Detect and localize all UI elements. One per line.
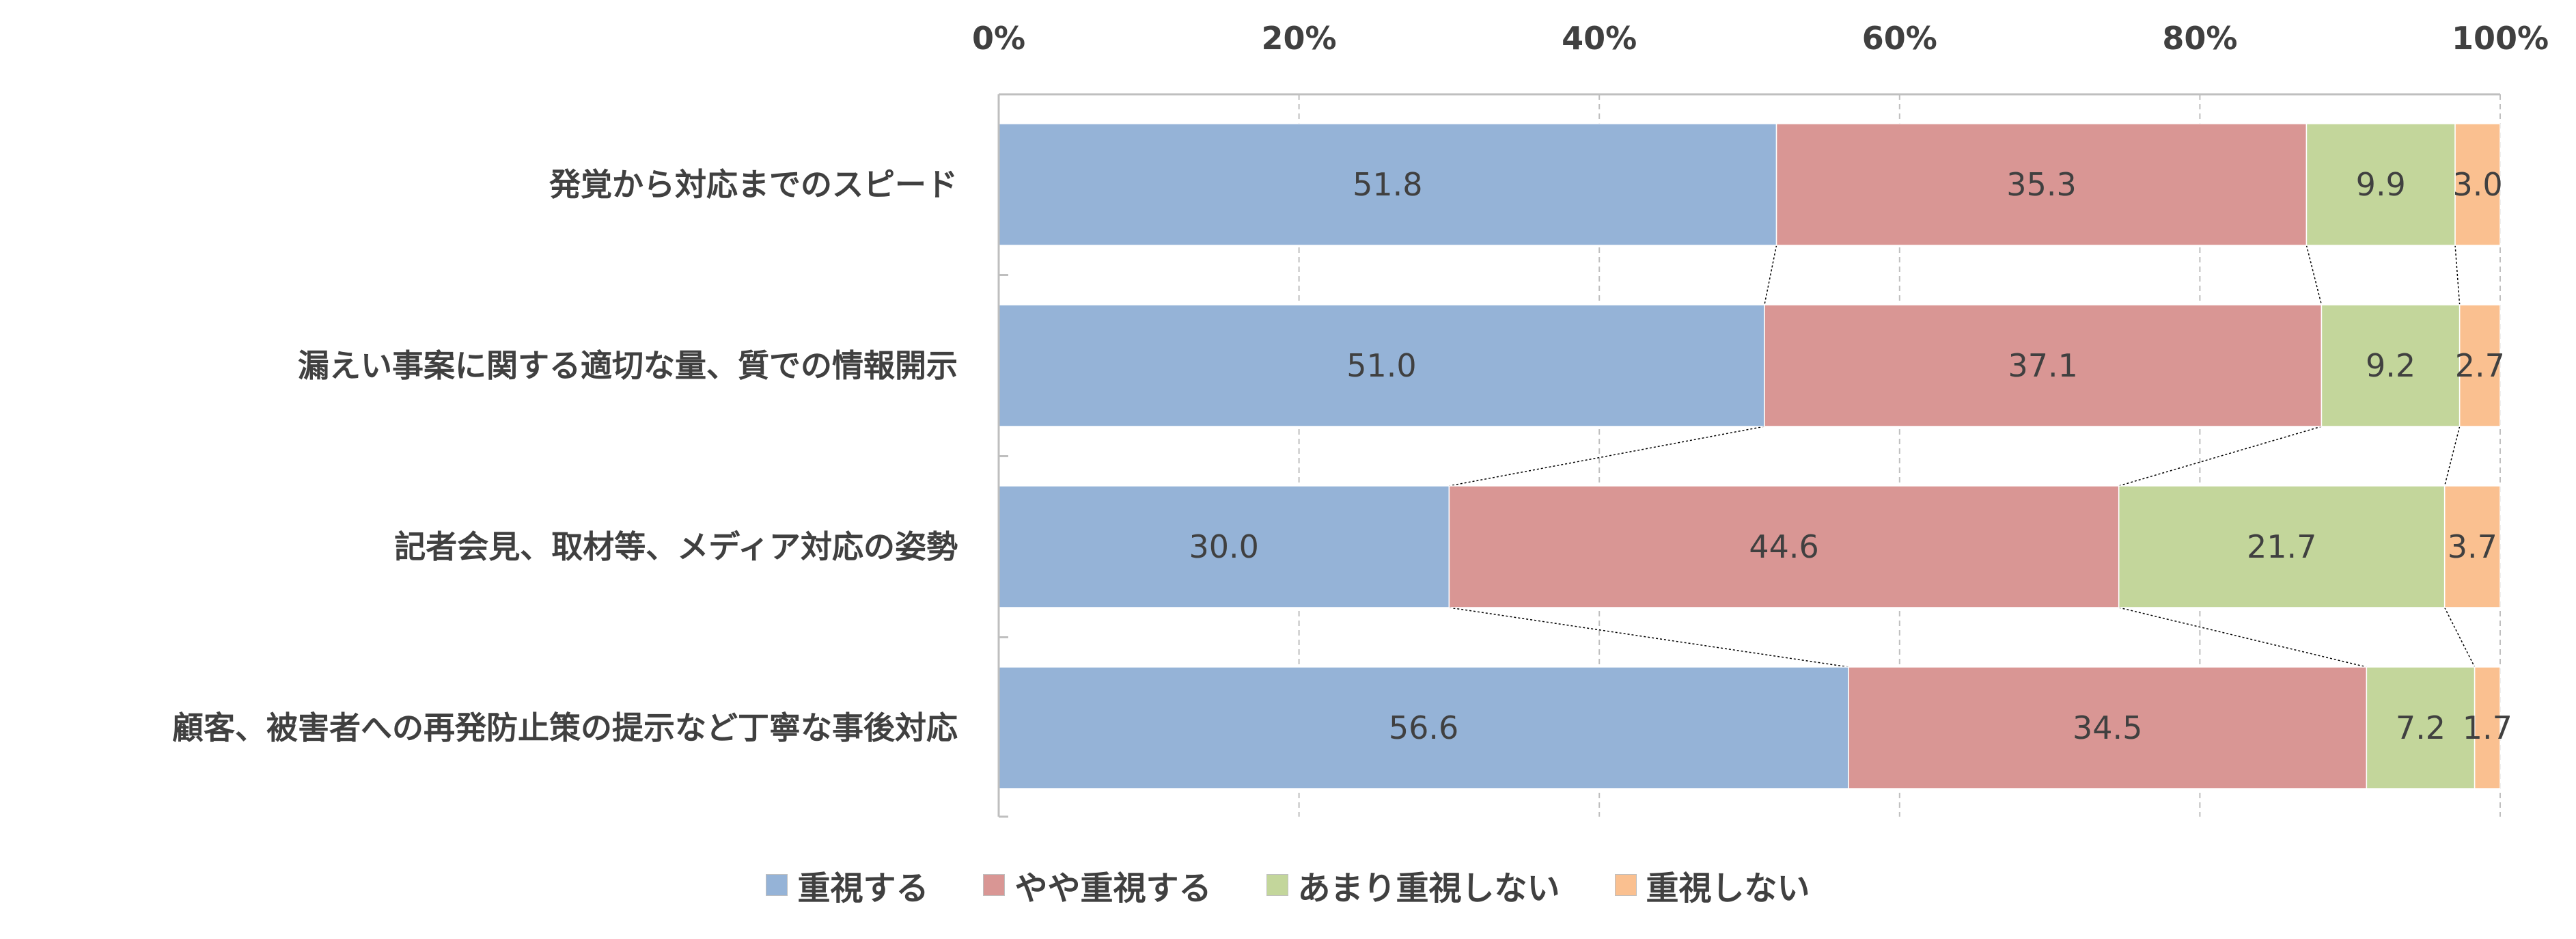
x-tick-label: 80%: [2162, 20, 2237, 57]
bar-segment: [998, 666, 1849, 789]
x-tick-label: 40%: [1562, 20, 1637, 57]
axes: 0% 20% 40% 60% 80% 100% 発覚から対応までのスピード漏えい事案に関する…: [172, 20, 2549, 818]
bar-segment: [2459, 304, 2501, 427]
bar-segment: [2454, 123, 2501, 246]
category-label: 発覚から対応までのスピード: [549, 166, 958, 203]
data-label: 1.7: [2463, 709, 2512, 746]
bar-segment: [998, 304, 1765, 427]
bar-segment: [1775, 123, 2308, 246]
bar-segment: [2118, 485, 2446, 608]
series-line: [1764, 245, 1777, 305]
data-label: 2.7: [2455, 347, 2505, 384]
bar-segment: [1848, 666, 2368, 789]
bars: [998, 123, 2501, 789]
x-tick-label: 60%: [1862, 20, 1937, 57]
series-line: [2443, 426, 2461, 487]
data-label: 34.5: [2073, 709, 2142, 746]
legend-swatch: [766, 874, 788, 896]
series-line: [2444, 607, 2476, 668]
data-label: 51.0: [1346, 347, 1416, 384]
category-label: 記者会見、取材等、メディア対応の姿勢: [394, 528, 958, 565]
legend-label: 重視しない: [1646, 869, 1810, 908]
series-line: [2118, 426, 2322, 487]
data-label: 35.3: [2006, 166, 2076, 203]
series-lines: [1449, 245, 2476, 668]
legend: 重視する やや重視する あまり重視しない 重視しない: [0, 858, 2576, 912]
data-label: 21.7: [2247, 528, 2316, 565]
bar-segment: [2305, 123, 2456, 246]
legend-swatch: [1266, 874, 1288, 896]
data-labels: 51.8 35.3 9.9 3.0 51.0 37.1 9.2 2.7 30.0 44.6 21.7…: [1189, 166, 2512, 746]
bar-segment: [2474, 666, 2501, 789]
series-line: [1449, 607, 1849, 668]
data-label: 30.0: [1189, 528, 1258, 565]
legend-item: 重視する: [766, 861, 928, 909]
data-label: 9.2: [2366, 347, 2415, 384]
series-line: [2305, 245, 2323, 305]
data-label: 56.6: [1389, 709, 1458, 746]
legend-label: あまり重視しない: [1297, 869, 1560, 908]
data-label: 3.0: [2452, 166, 2502, 203]
legend-label: 重視する: [797, 869, 929, 908]
bar-segment: [1448, 485, 2120, 608]
data-label: 51.8: [1353, 166, 1422, 203]
data-label: 3.7: [2448, 528, 2497, 565]
data-label: 44.6: [1749, 528, 1818, 565]
legend-item: やや重視する: [983, 861, 1212, 909]
data-label: 37.1: [2008, 347, 2077, 384]
x-tick-label: 20%: [1262, 20, 1337, 57]
series-line: [1449, 426, 1765, 487]
legend-swatch: [1614, 874, 1637, 896]
series-line: [2118, 607, 2367, 668]
data-label: 7.2: [2396, 709, 2446, 746]
bar-segment: [2321, 304, 2461, 427]
legend-item: 重視しない: [1614, 861, 1810, 909]
bar-segment: [2443, 485, 2501, 608]
data-label: 9.9: [2356, 166, 2406, 203]
legend-item: あまり重視しない: [1266, 861, 1560, 909]
bar-segment: [998, 123, 1777, 246]
legend-swatch: [983, 874, 1006, 896]
series-line: [2454, 245, 2461, 305]
category-label: 顧客、被害者への再発防止策の提示など丁寧な事後対応: [172, 709, 958, 746]
category-label: 漏えい事案に関する適切な量、質での情報開示: [298, 347, 958, 384]
x-tick-label: 0%: [972, 20, 1025, 57]
bar-segment: [2366, 666, 2476, 789]
bar-segment: [1764, 304, 2323, 427]
x-tick-label: 100%: [2452, 20, 2549, 57]
legend-label: やや重視する: [1014, 869, 1212, 908]
